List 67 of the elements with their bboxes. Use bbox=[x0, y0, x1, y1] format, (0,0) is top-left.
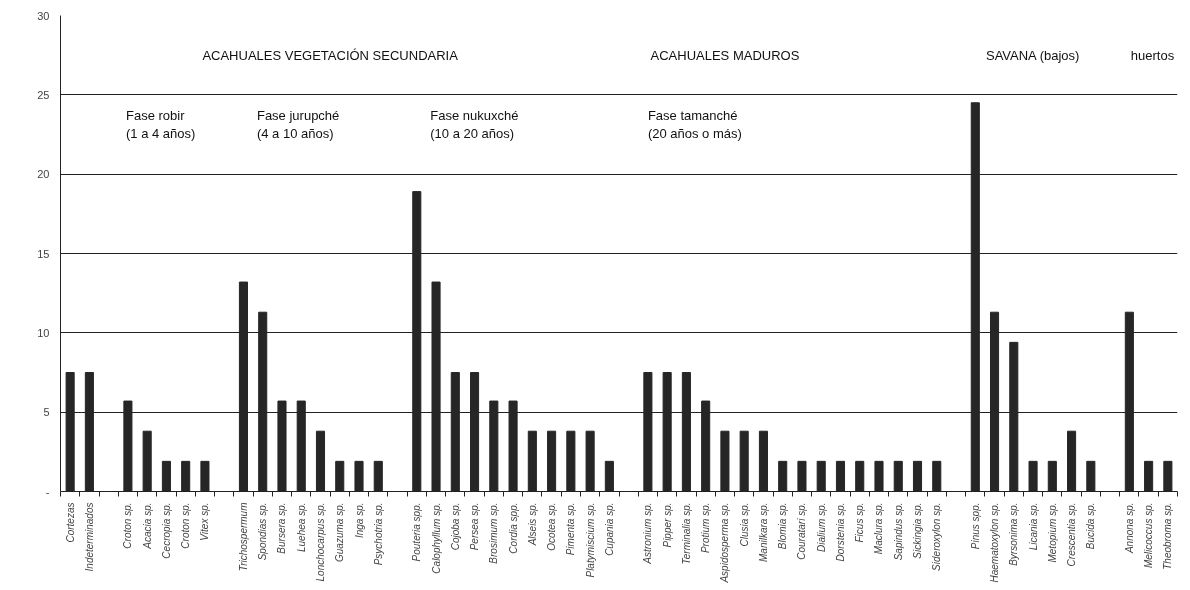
x-tick-label: Alseis sp. bbox=[526, 502, 538, 547]
x-tick-label: Ocotea sp. bbox=[546, 502, 558, 551]
x-tick-label: Bucida sp. bbox=[1085, 502, 1097, 550]
x-tick-label: Metopium sp. bbox=[1046, 502, 1058, 563]
x-tick-label: Psychotria sp. bbox=[372, 502, 384, 566]
annotation: huertos bbox=[1130, 47, 1175, 63]
x-tick-label: Bursera sp. bbox=[276, 502, 288, 554]
x-tick-label: Cecropia sp. bbox=[160, 502, 172, 559]
x-tick-label: Sickingia sp. bbox=[912, 502, 924, 559]
x-tick-label: Guazuma sp. bbox=[334, 502, 346, 562]
annotation: SAVANA (bajos) bbox=[985, 47, 1080, 63]
x-tick-label: Ficus sp. bbox=[854, 502, 866, 543]
x-tick-label: Protium sp. bbox=[700, 502, 712, 554]
x-tick-label: Acacia sp. bbox=[141, 502, 153, 550]
y-tick-label: 30 bbox=[37, 9, 50, 22]
y-tick-label: - bbox=[45, 485, 50, 498]
x-tick-label: Croton sp. bbox=[122, 502, 134, 549]
x-tick-label: Lonchocarpus sp. bbox=[314, 502, 326, 582]
x-tick-label: Spondias sp. bbox=[257, 502, 269, 561]
x-tick-label: Persea sp. bbox=[469, 502, 481, 551]
x-tick-label: Haematoxylon sp. bbox=[989, 502, 1001, 583]
x-tick-label: Melicoccus sp. bbox=[1143, 502, 1155, 569]
x-tick-label: Pinus spp. bbox=[969, 502, 981, 550]
x-tick-label: Astronium sp. bbox=[642, 502, 654, 565]
annotation: Fase robir (1 a 4 años) bbox=[125, 107, 196, 142]
y-tick-label: 25 bbox=[37, 88, 50, 101]
x-tick-label: Annona sp. bbox=[1123, 502, 1135, 555]
x-tick-label: Crescentia sp. bbox=[1066, 502, 1078, 567]
x-tick-label: Byrsonima sp. bbox=[1008, 502, 1020, 566]
x-tick-label: Indeterminados bbox=[83, 502, 95, 572]
x-tick-label: Clusia sp. bbox=[738, 502, 750, 547]
x-tick-label: Pimenta sp. bbox=[565, 502, 577, 556]
x-tick-label: Cordia spp. bbox=[507, 502, 519, 554]
y-tick-label: 5 bbox=[43, 406, 50, 419]
annotation: Fase tamanché (20 años o más) bbox=[647, 107, 742, 142]
x-tick-label: Aspidosperma sp. bbox=[719, 502, 731, 584]
x-tick-label: Couratari sp. bbox=[796, 502, 808, 560]
annotation: Fase nukuxché (10 a 20 años) bbox=[430, 107, 519, 142]
x-tick-label: Licania sp. bbox=[1027, 502, 1039, 551]
x-tick-label: Inga sp. bbox=[353, 502, 365, 539]
x-tick-label: Sapindus sp. bbox=[892, 502, 904, 561]
x-tick-label: Sideroxylon sp. bbox=[931, 502, 943, 571]
x-tick-label: Calophyllum sp. bbox=[430, 502, 442, 574]
y-tick-label: 20 bbox=[37, 168, 50, 181]
annotation: Fase jurupché (4 a 10 años) bbox=[256, 107, 340, 142]
x-tick-label: Cortezas bbox=[64, 502, 76, 543]
x-tick-label: Trichospermum bbox=[237, 502, 249, 572]
x-tick-label: Luehea sp. bbox=[295, 502, 307, 552]
x-tick-label: Dorstenia sp. bbox=[834, 502, 846, 562]
y-tick-label: 10 bbox=[37, 326, 50, 339]
x-tick-label: Dialium sp. bbox=[815, 502, 827, 552]
x-tick-label: Cupania sp. bbox=[603, 502, 615, 556]
annotation: ACAHUALES MADUROS bbox=[650, 47, 800, 63]
y-tick-label: 15 bbox=[37, 247, 50, 260]
x-tick-label: Blomia sp. bbox=[777, 502, 789, 550]
x-tick-label: Terminalia sp. bbox=[680, 502, 692, 565]
x-tick-label: Maclura sp. bbox=[873, 502, 885, 555]
x-tick-label: Cojoba sp. bbox=[449, 502, 461, 551]
x-tick-label: Vitex sp. bbox=[199, 502, 211, 541]
annotation: ACAHUALES VEGETACIÓN SECUNDARIA bbox=[202, 47, 459, 63]
x-tick-label: Manilkara sp. bbox=[757, 502, 769, 562]
x-tick-label: Brosimum sp. bbox=[488, 502, 500, 564]
x-tick-label: Pipper sp. bbox=[661, 502, 673, 548]
x-tick-label: Platymiscium sp. bbox=[584, 502, 596, 578]
x-tick-label: Theobroma sp. bbox=[1162, 502, 1174, 570]
x-tick-label: Croton sp. bbox=[180, 502, 192, 549]
x-tick-label: Pouteria spp. bbox=[411, 502, 423, 562]
